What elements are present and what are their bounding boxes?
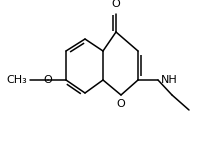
Text: O: O	[117, 99, 125, 109]
Text: O: O	[44, 75, 52, 85]
Text: CH₃: CH₃	[6, 75, 27, 85]
Text: NH: NH	[161, 75, 178, 85]
Text: O: O	[112, 0, 120, 9]
